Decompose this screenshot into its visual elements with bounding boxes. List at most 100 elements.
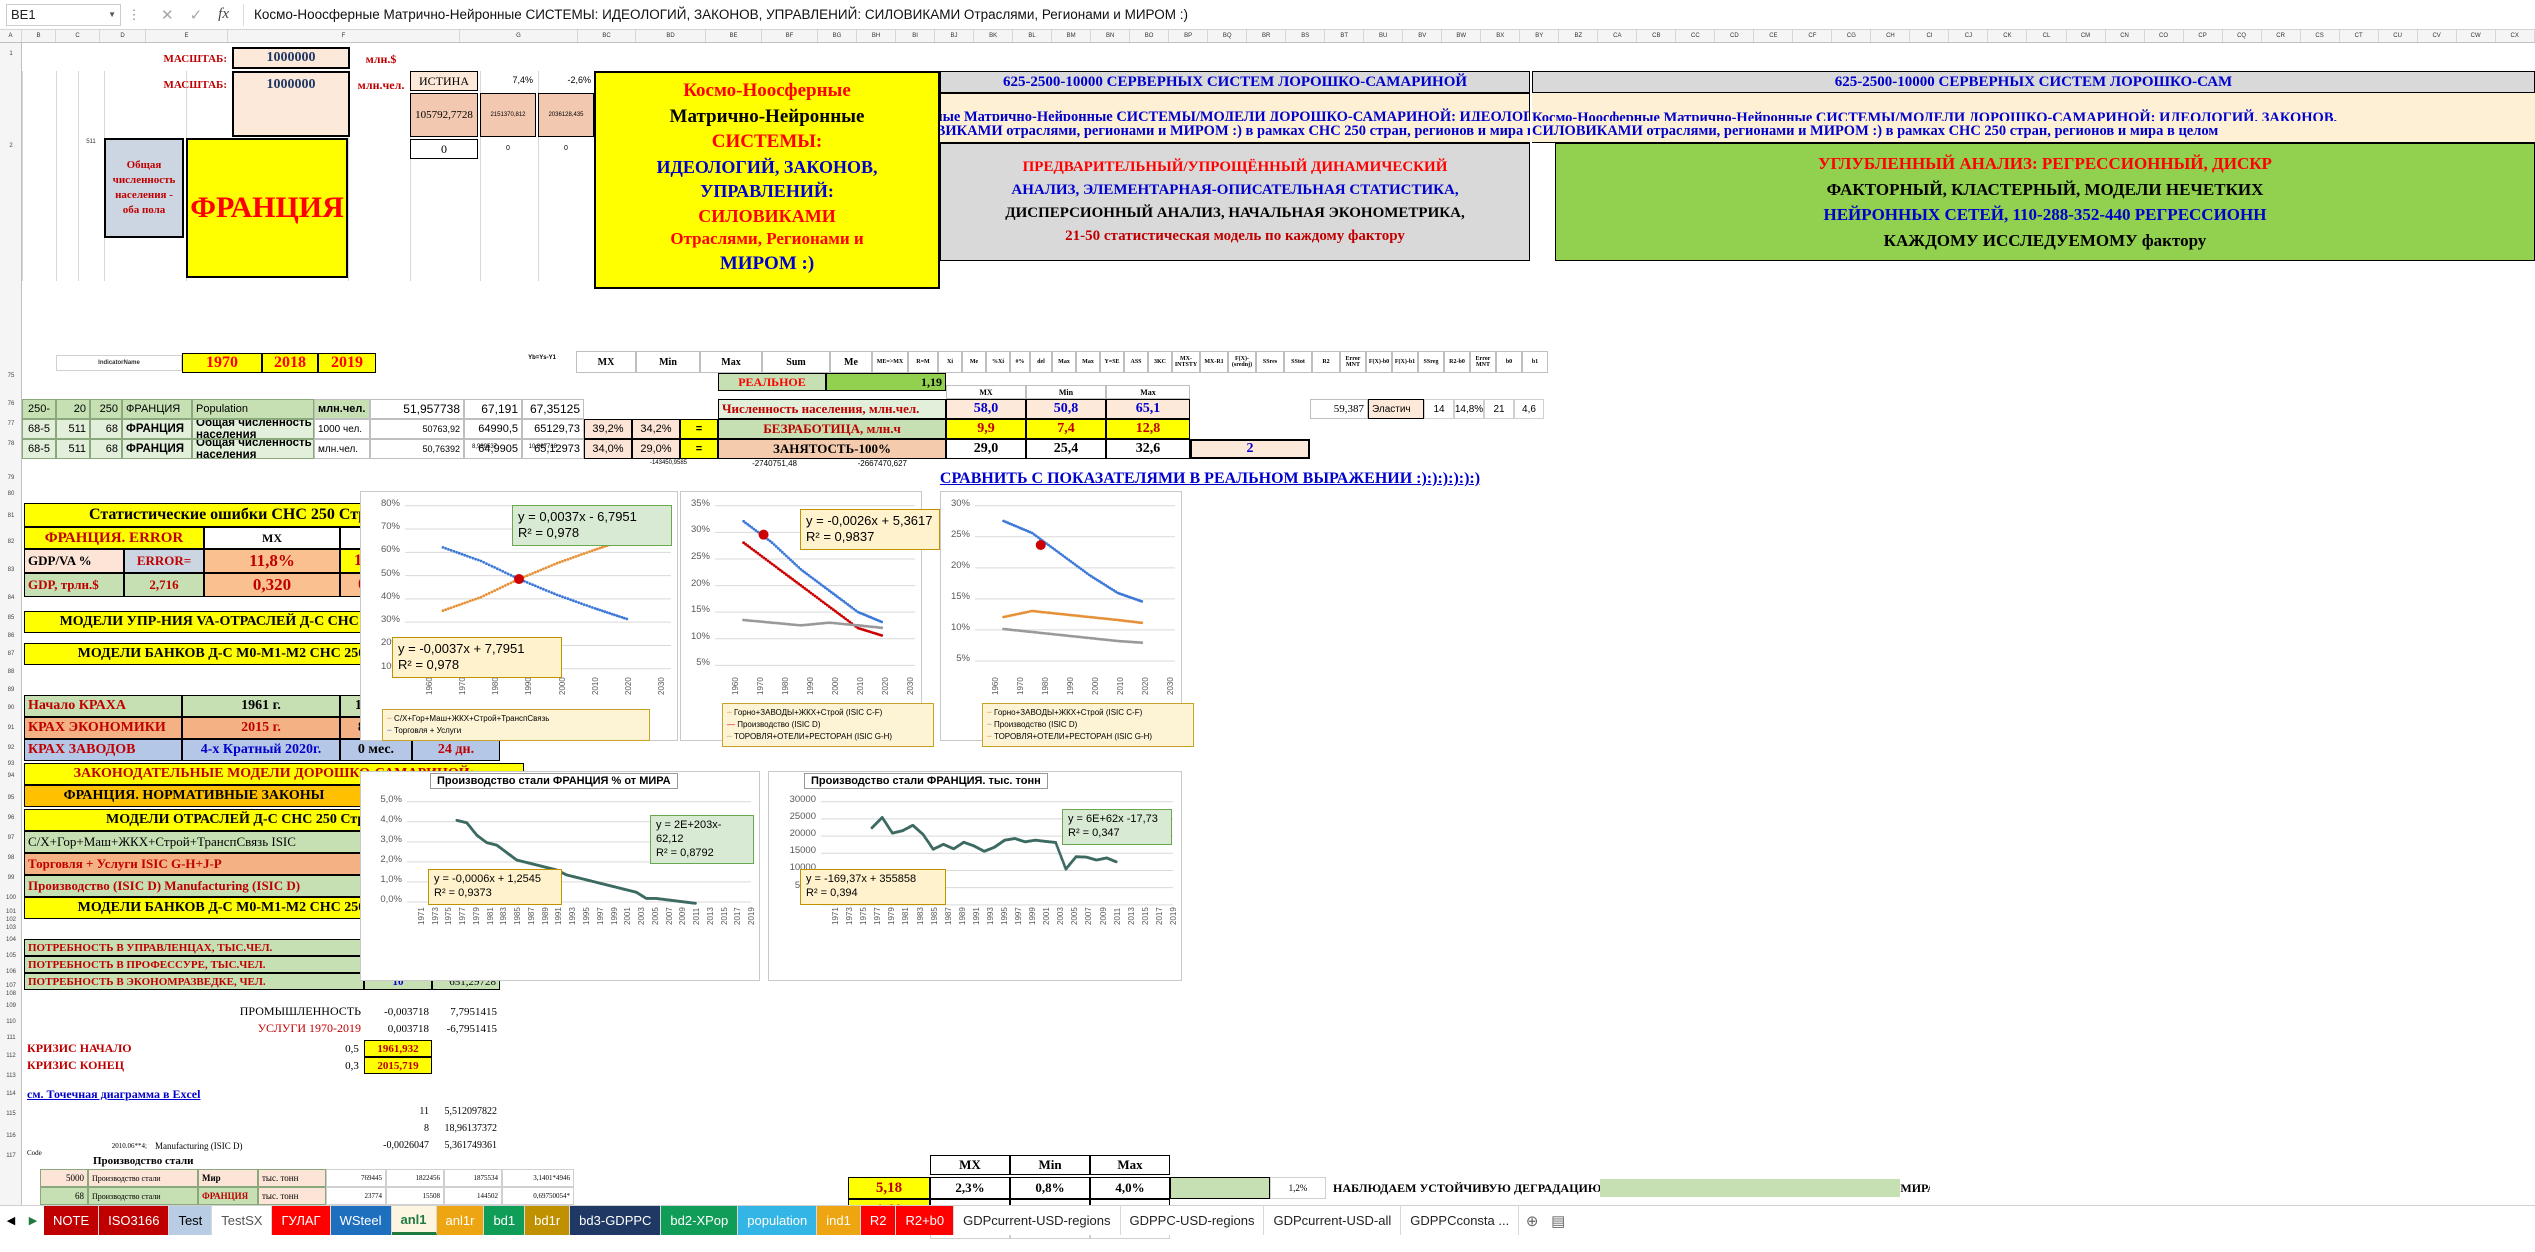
- row-header[interactable]: 108: [5, 991, 16, 997]
- row-header[interactable]: 99: [7, 875, 15, 881]
- row-header[interactable]: 101: [5, 909, 16, 915]
- row-header[interactable]: 106: [5, 969, 16, 975]
- sheet-tab[interactable]: bd3-GDPPC: [570, 1206, 662, 1235]
- row-header[interactable]: 100: [5, 895, 16, 901]
- row-header[interactable]: 2: [9, 143, 13, 149]
- col-header[interactable]: CJ: [1949, 30, 1989, 42]
- row-header[interactable]: 113: [6, 1073, 16, 1079]
- col-header[interactable]: BW: [1442, 30, 1482, 42]
- col-header[interactable]: BZ: [1559, 30, 1599, 42]
- row-header[interactable]: 88: [7, 669, 15, 675]
- row-header[interactable]: 116: [6, 1133, 16, 1139]
- chart-isic-mid[interactable]: [680, 491, 922, 741]
- sheet-tab[interactable]: R2: [860, 1206, 897, 1235]
- col-header[interactable]: CW: [2457, 30, 2496, 42]
- col-header[interactable]: BC: [578, 30, 636, 42]
- add-sheet-icon[interactable]: ⊕: [1525, 1212, 1539, 1230]
- col-header[interactable]: BS: [1286, 30, 1326, 42]
- sheet-tab[interactable]: TestSX: [212, 1206, 273, 1235]
- col-header[interactable]: BF: [762, 30, 818, 42]
- col-header[interactable]: BQ: [1208, 30, 1248, 42]
- prev-arrow-icon[interactable]: ◀: [6, 1215, 16, 1227]
- row-header[interactable]: 111: [6, 1035, 16, 1041]
- col-header[interactable]: CG: [1832, 30, 1872, 42]
- col-header[interactable]: BN: [1091, 30, 1131, 42]
- fx-icon[interactable]: fx: [218, 6, 229, 22]
- sheet-tab[interactable]: ind1: [817, 1206, 861, 1235]
- scale-value-2[interactable]: 1000000: [232, 71, 350, 137]
- col-header[interactable]: CQ: [2223, 30, 2262, 42]
- formula-input[interactable]: Космо-Ноосферные Матрично-Нейронные СИСТ…: [242, 3, 2535, 26]
- name-box[interactable]: BE1 ▼: [6, 3, 121, 26]
- col-header[interactable]: BE: [706, 30, 762, 42]
- row-header[interactable]: 94: [7, 773, 15, 779]
- col-header[interactable]: F: [228, 30, 460, 42]
- col-header[interactable]: BG: [818, 30, 858, 42]
- col-header[interactable]: E: [146, 30, 228, 42]
- row-header[interactable]: 78: [7, 441, 15, 447]
- sheet-tab[interactable]: WSteel: [330, 1206, 392, 1235]
- sheet-tab[interactable]: GDPPC-USD-regions: [1120, 1206, 1265, 1235]
- confirm-icon[interactable]: ✓: [189, 6, 203, 24]
- row-header[interactable]: 117: [6, 1153, 16, 1159]
- col-header[interactable]: CH: [1871, 30, 1911, 42]
- row-header[interactable]: 98: [7, 855, 15, 861]
- sheet-tab[interactable]: anl1: [391, 1206, 437, 1235]
- sheet-tab[interactable]: anl1r: [436, 1206, 485, 1235]
- col-header[interactable]: BI: [896, 30, 936, 42]
- col-header[interactable]: C: [56, 30, 100, 42]
- row-header[interactable]: 75: [7, 373, 15, 379]
- col-header[interactable]: CA: [1598, 30, 1638, 42]
- col-header[interactable]: CV: [2418, 30, 2457, 42]
- col-header[interactable]: D: [100, 30, 146, 42]
- col-header[interactable]: CT: [2340, 30, 2379, 42]
- sheet-tab[interactable]: Test: [169, 1206, 213, 1235]
- row-header[interactable]: 110: [6, 1019, 16, 1025]
- sheet-tab[interactable]: R2+b0: [896, 1206, 955, 1235]
- col-header[interactable]: CE: [1754, 30, 1794, 42]
- col-header[interactable]: BK: [974, 30, 1014, 42]
- row-header[interactable]: 114: [6, 1091, 16, 1097]
- row-header[interactable]: 81: [7, 513, 15, 519]
- row-header[interactable]: 103: [5, 925, 16, 931]
- col-header[interactable]: BJ: [935, 30, 975, 42]
- scale-value-1[interactable]: 1000000: [232, 47, 350, 69]
- row-header[interactable]: 112: [6, 1053, 16, 1059]
- col-header[interactable]: CB: [1637, 30, 1677, 42]
- sheet-tab[interactable]: bd1r: [525, 1206, 571, 1235]
- col-header[interactable]: BP: [1169, 30, 1209, 42]
- col-header[interactable]: G: [460, 30, 578, 42]
- row-header[interactable]: 85: [7, 615, 15, 621]
- sheet-menu-icon[interactable]: ▤: [1551, 1212, 1566, 1230]
- col-header[interactable]: CI: [1910, 30, 1950, 42]
- row-header[interactable]: 89: [7, 687, 15, 693]
- row-header[interactable]: 107: [5, 983, 16, 989]
- formula-bar-expand[interactable]: ⋮: [127, 6, 141, 22]
- col-header[interactable]: CL: [2027, 30, 2067, 42]
- row-header[interactable]: 1: [9, 51, 13, 57]
- col-header[interactable]: BR: [1247, 30, 1287, 42]
- col-header[interactable]: CX: [2496, 30, 2535, 42]
- col-header[interactable]: BM: [1052, 30, 1092, 42]
- sheet-tab[interactable]: ISO3166: [99, 1206, 170, 1235]
- row-header[interactable]: 104: [5, 937, 16, 943]
- col-header[interactable]: CK: [1988, 30, 2028, 42]
- col-header[interactable]: A: [0, 30, 22, 42]
- sheet-tab[interactable]: population: [738, 1206, 818, 1235]
- col-header[interactable]: B: [22, 30, 56, 42]
- col-header[interactable]: CM: [2067, 30, 2106, 42]
- col-header[interactable]: CR: [2262, 30, 2301, 42]
- chevron-down-icon[interactable]: ▼: [108, 10, 116, 19]
- col-header[interactable]: CS: [2301, 30, 2340, 42]
- cancel-icon[interactable]: ✕: [161, 6, 174, 24]
- row-header[interactable]: 77: [7, 421, 15, 427]
- row-header[interactable]: 80: [7, 491, 15, 497]
- row-header[interactable]: 76: [7, 401, 15, 407]
- row-header[interactable]: 84: [7, 595, 15, 601]
- col-header[interactable]: CC: [1676, 30, 1716, 42]
- row-header[interactable]: 90: [7, 705, 15, 711]
- sheet-tab[interactable]: bd2-XPop: [661, 1206, 739, 1235]
- sheet-tab[interactable]: GDPcurrent-USD-regions: [954, 1206, 1121, 1235]
- sheet-tab[interactable]: ГУЛАГ: [272, 1206, 331, 1235]
- col-header[interactable]: CU: [2379, 30, 2418, 42]
